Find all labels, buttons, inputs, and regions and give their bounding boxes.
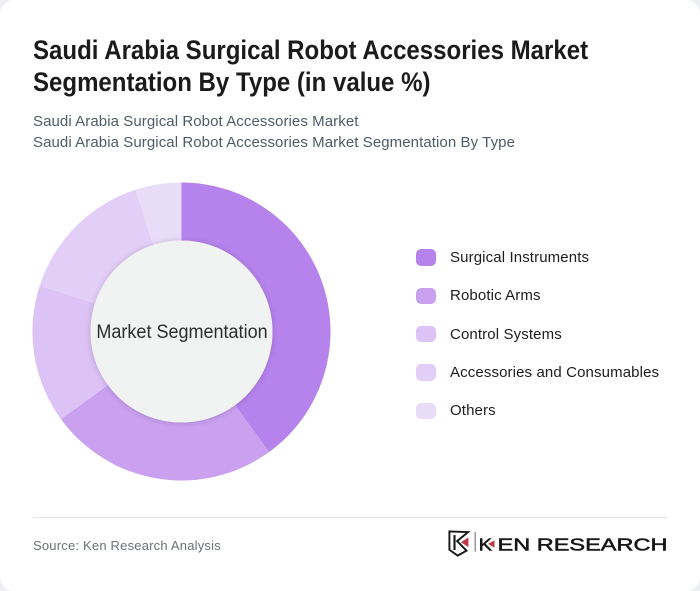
donut-slice-2 [60,384,270,481]
logo-shield-outline [448,530,471,557]
donut-slice-1 [181,182,331,453]
logo-separator [474,532,476,552]
donut-slice-5 [135,182,182,245]
legend-item-1: Surgical Instruments [416,238,659,276]
chart-subtitles: Saudi Arabia Surgical Robot Accessories … [33,112,515,154]
source-note: Source: Ken Research Analysis [33,538,221,553]
legend-label-3: Control Systems [450,325,562,343]
donut-slice-4 [39,189,154,304]
legend-swatch-3 [416,325,436,343]
chart-legend: Surgical Instruments Robotic Arms Control … [416,238,659,430]
legend-swatch-5 [416,402,436,420]
footer-divider [33,516,667,518]
legend-item-2: Robotic Arms [416,277,659,315]
ken-research-logo-badge [448,530,471,557]
chart-title: Saudi Arabia Surgical Robot Accessories … [32,34,588,97]
wordmark-red-arrow [488,540,495,548]
donut-slice-3 [32,285,108,420]
legend-swatch-4 [416,364,436,381]
logo-red-arrow [460,537,469,548]
subtitle-line-1: Saudi Arabia Surgical Robot Accessories … [33,113,359,131]
legend-label-1: Surgical Instruments [450,248,590,266]
svg-text:K: K [479,534,493,554]
legend-label-2: Robotic Arms [450,287,541,305]
legend-item-5: Others [416,392,659,430]
ken-research-wordmark: K EN RESEARCH [478,534,668,555]
ken-research-logo: K EN RESEARCH [448,530,668,557]
svg-text:EN RESEARCH: EN RESEARCH [498,534,668,554]
legend-swatch-2 [416,287,436,305]
legend-label-4: Accessories and Consumables [450,364,660,382]
donut-inner-circle [90,240,273,423]
subtitle-line-2: Saudi Arabia Surgical Robot Accessories … [33,134,516,152]
legend-item-4: Accessories and Consumables [416,353,659,391]
donut-center-label: Market Segmentation [95,321,268,343]
legend-swatch-1 [416,249,436,266]
legend-label-5: Others [450,402,496,420]
legend-item-3: Control Systems [416,315,659,353]
